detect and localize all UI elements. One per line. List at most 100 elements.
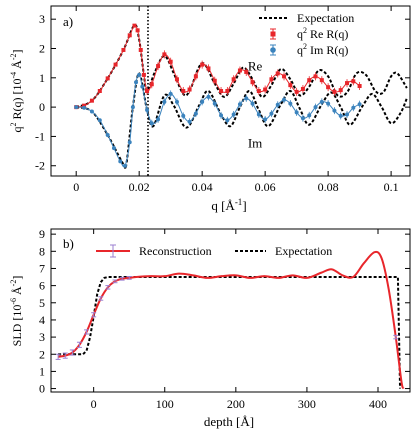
series-a-re-point bbox=[135, 28, 140, 33]
series-a-im-point bbox=[127, 140, 132, 145]
series-a-re-point bbox=[294, 89, 299, 94]
legend-b-reconstruction-label: Reconstruction bbox=[139, 244, 212, 258]
series-a-re-point bbox=[250, 80, 255, 85]
series-a-im-point bbox=[206, 94, 211, 99]
series-a-im-point bbox=[294, 110, 299, 115]
chart-b-ytick-label: 1 bbox=[39, 364, 45, 378]
series-a-im-point bbox=[149, 121, 154, 126]
chart-a-series bbox=[74, 6, 408, 176]
chart-a-annotation-re: Re bbox=[248, 58, 263, 73]
series-a-re-point bbox=[219, 89, 224, 93]
chart-b-legend: Reconstruction Expectation bbox=[96, 244, 332, 258]
series-a-re-point bbox=[263, 87, 268, 92]
series-a-im-point bbox=[140, 84, 145, 89]
series-a-im-point bbox=[332, 108, 337, 113]
series-a-re-point bbox=[206, 66, 211, 71]
chart-a-ytick-label: 1 bbox=[39, 71, 45, 85]
series-a-re-point bbox=[132, 23, 137, 28]
series-a-im-point bbox=[319, 99, 324, 104]
series-a-re-point bbox=[275, 71, 280, 76]
chart-a-plot-frame bbox=[50, 5, 411, 177]
series-a-im-point bbox=[357, 102, 362, 107]
series-a-im-point bbox=[145, 108, 150, 113]
series-a-re-point bbox=[89, 98, 94, 103]
series-a-im-point bbox=[275, 102, 280, 107]
chart-panel-b: 0 100 200 300 400 0 1 2 3 4 5 6 7 8 9 b) Reconstructio… bbox=[9, 227, 411, 429]
chart-b-axis-ticks: 0 100 200 300 400 0 1 2 3 4 5 6 7 8 9 bbox=[39, 227, 410, 411]
chart-a-xtick-label: 0.04 bbox=[192, 180, 213, 194]
series-a-re-point bbox=[121, 47, 126, 52]
chart-b-xlabel: depth [Å] bbox=[204, 414, 254, 429]
series-a-im-point bbox=[74, 105, 79, 110]
legend-a-expectation-label: Expectation bbox=[297, 11, 354, 25]
series-a-im-point bbox=[288, 101, 293, 106]
legend-a-im-label: q2 Im R(q) bbox=[297, 42, 348, 57]
series-a-im-point bbox=[282, 97, 287, 102]
series-a-im-point bbox=[130, 105, 135, 110]
series-a-im-point bbox=[237, 102, 242, 107]
legend-a-re-swatch bbox=[270, 28, 276, 40]
series-a-re-point bbox=[145, 89, 150, 93]
series-a-re-point bbox=[282, 74, 287, 79]
chart-a-ylabel: q2 R(q) [10-4 Å-2] bbox=[9, 49, 24, 132]
chart-a-panel-label: a) bbox=[63, 14, 73, 29]
chart-a-xtick-label: 0.08 bbox=[318, 180, 339, 194]
chart-a-ytick-label: 0 bbox=[39, 100, 45, 114]
series-a-im-point bbox=[219, 113, 224, 118]
series-a-re-point bbox=[149, 82, 154, 87]
chart-b-xtick-label: 100 bbox=[156, 397, 174, 411]
chart-b-ytick-label: 9 bbox=[39, 227, 45, 241]
chart-b-ytick-label: 2 bbox=[39, 347, 45, 361]
series-a-re-point bbox=[326, 85, 331, 90]
chart-b-plot-frame bbox=[50, 228, 411, 393]
series-a-re-point bbox=[97, 89, 102, 93]
chart-b-ytick-label: 6 bbox=[39, 279, 45, 293]
legend-b-expectation-label: Expectation bbox=[275, 244, 332, 258]
series-a-im-point bbox=[193, 111, 198, 116]
series-a-re-point bbox=[307, 78, 312, 83]
series-a-im-point bbox=[263, 117, 268, 122]
chart-a-legend: Expectation q2 Re R(q) q2 Im R(q) bbox=[259, 11, 354, 57]
series-a-re-point bbox=[113, 62, 118, 67]
chart-b-ytick-label: 8 bbox=[39, 244, 45, 258]
series-a-re-point bbox=[231, 77, 236, 82]
series-a-re-point bbox=[256, 89, 261, 93]
chart-a-ytick-label: 2 bbox=[39, 42, 45, 56]
series-a-im-point bbox=[187, 119, 192, 124]
chart-b-ytick-label: 7 bbox=[39, 261, 45, 275]
series-a-re-point bbox=[187, 87, 192, 92]
chart-a-ytick-label: 3 bbox=[39, 12, 45, 26]
chart-a-xtick-label: 0 bbox=[73, 180, 79, 194]
series-a-im-point bbox=[313, 105, 318, 110]
chart-b-ytick-label: 5 bbox=[39, 296, 45, 310]
series-a-im-point bbox=[181, 113, 186, 118]
series-a-im-point bbox=[162, 99, 167, 104]
legend-a-re-label: q2 Re R(q) bbox=[297, 26, 348, 41]
series-a-re-point bbox=[181, 89, 186, 93]
series-a-im-point bbox=[351, 105, 356, 110]
chart-a-axis-ticks: 0 0.02 0.04 0.06 0.08 0.1 -2 -1 0 1 2 3 bbox=[35, 6, 410, 194]
series-a-im-point bbox=[82, 105, 87, 110]
series-a-im-point bbox=[174, 99, 179, 104]
series-a-im-point bbox=[256, 112, 261, 117]
series-a-im-point bbox=[168, 91, 173, 96]
series-a-im-point bbox=[300, 116, 305, 121]
series-a-im-point bbox=[111, 146, 116, 151]
chart-b-xtick-label: 300 bbox=[298, 397, 316, 411]
series-a-im-point bbox=[134, 80, 139, 85]
chart-b-ytick-label: 3 bbox=[39, 330, 45, 344]
series-a-im-point bbox=[156, 117, 161, 122]
series-a-im-point bbox=[89, 109, 94, 114]
series-a-im-point bbox=[212, 101, 217, 106]
series-a-im-expectation bbox=[75, 72, 408, 170]
legend-a-im-swatch bbox=[270, 44, 276, 56]
series-a-re-point bbox=[105, 76, 110, 81]
chart-a-xtick-label: 0.1 bbox=[384, 180, 399, 194]
chart-b-series bbox=[55, 250, 405, 390]
series-a-re-point bbox=[162, 52, 167, 57]
series-a-re-point bbox=[345, 81, 350, 86]
series-a-re-point bbox=[269, 77, 274, 82]
series-a-re-point bbox=[357, 84, 362, 89]
series-a-im-point bbox=[345, 112, 350, 117]
